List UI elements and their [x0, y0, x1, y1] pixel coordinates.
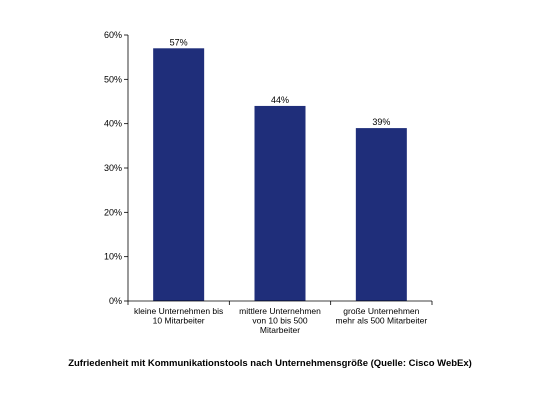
- value-labels: 57% 44% 39%: [170, 37, 391, 127]
- bars: [153, 48, 407, 301]
- x-category-label: Mitarbeiter: [260, 325, 300, 335]
- x-category-label: kleine Unternehmen bis: [134, 306, 223, 316]
- bar-value-label: 39%: [372, 117, 390, 127]
- y-tick-label: 60%: [104, 30, 122, 40]
- chart-caption: Zufriedenheit mit Kommunikationstools na…: [68, 358, 472, 369]
- y-tick-label: 20%: [104, 207, 122, 217]
- bar: [355, 128, 407, 301]
- bar: [254, 105, 306, 301]
- bar-value-label: 57%: [170, 37, 188, 47]
- bar-value-label: 44%: [271, 95, 289, 105]
- y-tick-label: 0%: [109, 296, 122, 306]
- bar: [153, 48, 205, 301]
- y-axis: 0% 10% 20% 30% 40% 50% 60%: [104, 30, 129, 306]
- x-category-label: von 10 bis 500: [252, 316, 308, 326]
- y-tick-label: 10%: [104, 252, 122, 262]
- y-tick-label: 50%: [104, 74, 122, 84]
- x-category-label: mittlere Unternehmen: [239, 306, 321, 316]
- x-category-label: 10 Mitarbeiter: [153, 316, 205, 326]
- y-tick-label: 30%: [104, 163, 122, 173]
- y-tick-label: 40%: [104, 119, 122, 129]
- x-category-label: mehr als 500 Mitarbeiter: [336, 316, 428, 326]
- x-category-label: große Unternehmen: [343, 306, 419, 316]
